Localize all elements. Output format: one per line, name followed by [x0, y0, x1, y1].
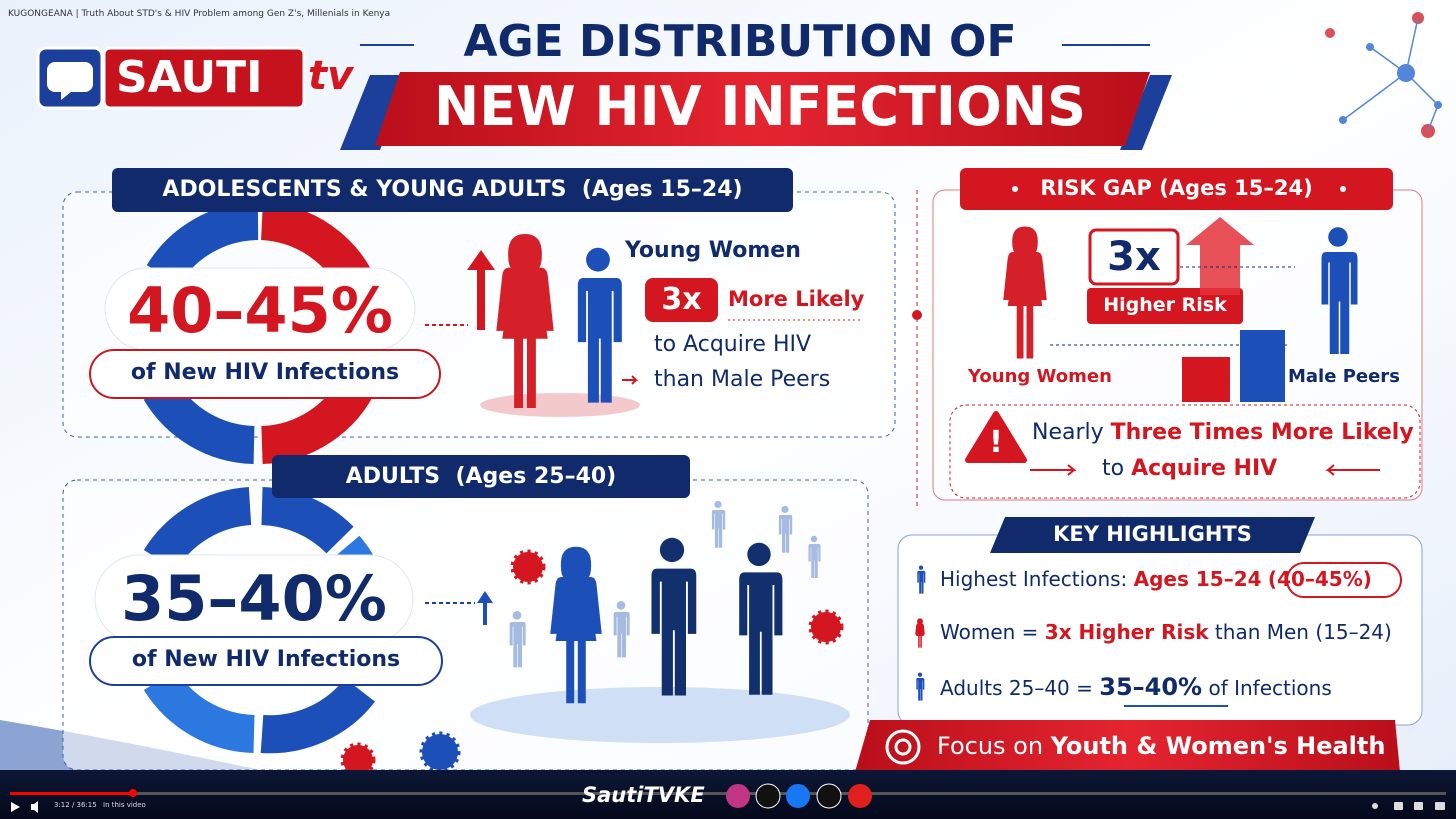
caption-pill [89, 349, 441, 399]
chapters-button[interactable]: In this video [103, 801, 146, 809]
highlight-item: Highest Infections: Ages 15–24 (40–45%) [940, 569, 1372, 589]
highlight-emphasis: Ages 15–24 [1133, 567, 1262, 591]
progress-played [10, 792, 133, 795]
youth-likely: More Likely [728, 287, 865, 311]
highlights-title: KEY HIGHLIGHTS [1053, 522, 1252, 546]
highlight-text: Highest Infections: [940, 567, 1134, 591]
volume-button[interactable] [31, 801, 38, 813]
logo-name: SAUTI [116, 52, 263, 103]
player-right-controls[interactable] [1372, 802, 1445, 810]
youth-compare: than Male Peers [654, 367, 831, 392]
risk-women: Young Women [968, 366, 1112, 387]
banner-edge [340, 75, 410, 150]
banner-edge [1120, 75, 1172, 150]
arrow [622, 375, 639, 385]
progress-handle[interactable] [129, 789, 137, 797]
logo-box [102, 46, 306, 110]
risk-multiplier: 3x [1107, 234, 1161, 280]
divider-dot [912, 310, 922, 320]
target-icon [885, 729, 921, 765]
logo-bubble [47, 62, 93, 100]
focus-emphasis: Youth & Women's Health [1050, 732, 1386, 760]
alert-line-2: to Acquire HIV [1102, 458, 1277, 480]
alert-box [949, 404, 1421, 499]
alert-emphasis: Three Times More Likely [1110, 420, 1414, 445]
target-icon [894, 738, 912, 756]
arrow-up [477, 591, 493, 625]
risk-bar-men [1240, 330, 1285, 402]
highlight-text: Women = [940, 620, 1045, 644]
focus-text: Focus on Youth & Women's Health [937, 734, 1385, 758]
highlight-text: Adults 25–40 = [940, 676, 1100, 700]
caption-pill [89, 636, 443, 686]
highlight-emphasis: 35–40% [1099, 673, 1203, 701]
alert-text: to [1102, 456, 1132, 481]
title-banner [375, 72, 1150, 146]
youth-heading: ADOLESCENTS & YOUNG ADULTS (Ages 15–24) [112, 168, 793, 212]
logo-suffix: tv [308, 53, 354, 99]
youth-multiplier: 3x [661, 282, 702, 317]
risk-header [960, 168, 1393, 210]
adults-heading: ADULTS (Ages 25–40) [272, 455, 690, 498]
bullet [1012, 186, 1018, 192]
bullet [1340, 186, 1346, 192]
highlight-text: than Men (15–24) [1208, 620, 1392, 644]
adults-share-caption: of New HIV Infections [131, 647, 401, 672]
highlight-pill [1286, 562, 1402, 598]
play-button[interactable] [11, 802, 20, 812]
risk-men: Male Peers [1288, 366, 1400, 387]
alert-line-1: Nearly Three Times More Likely [1032, 422, 1414, 444]
network-decoration [1325, 12, 1442, 138]
highlight-emphasis: (40–45%) [1267, 567, 1372, 591]
alert-emphasis: Acquire HIV [1131, 456, 1278, 481]
floor-glow [480, 393, 640, 417]
adults-share: 35–40% [121, 562, 387, 635]
warning-icon [965, 411, 1027, 463]
multiplier-box [645, 278, 718, 322]
youth-group: Young Women [625, 238, 801, 263]
highlight-text: of Infections [1202, 676, 1332, 700]
arrow-up [1186, 217, 1254, 295]
social-icons [726, 783, 872, 809]
floor-grid [470, 687, 850, 743]
title-line-1: AGE DISTRIBUTION OF [463, 16, 1017, 67]
highlight-item: Adults 25–40 = 35–40% of Infections [940, 675, 1332, 699]
highlight-emphasis: 3x Higher Risk [1044, 620, 1209, 644]
youth-share-caption: of New HIV Infections [130, 360, 400, 385]
alert-text: Nearly [1032, 420, 1111, 445]
warning-mark: ! [989, 425, 1003, 460]
highlights-header [990, 517, 1315, 553]
video-title: KUGONGEANA | Truth About STD's & HIV Pro… [8, 9, 391, 19]
title-line-2: NEW HIV INFECTIONS [434, 75, 1086, 138]
risk-heading: RISK GAP (Ages 15–24) [1040, 176, 1313, 200]
youth-acquire: to Acquire HIV [654, 332, 812, 357]
risk-bar-women [1182, 357, 1230, 402]
risk-multiplier-box [1088, 228, 1180, 286]
focus-banner [855, 720, 1400, 772]
arrow-up [467, 250, 495, 330]
arrow [1325, 464, 1380, 476]
highlight-item: Women = 3x Higher Risk than Men (15–24) [940, 622, 1392, 642]
risk-label: Higher Risk [1103, 294, 1227, 316]
channel-handle: SautiTVKE [582, 783, 705, 807]
focus-lead: Focus on [937, 732, 1051, 760]
youth-share: 40–45% [127, 274, 393, 347]
arrow [1030, 464, 1077, 476]
time-display: 3:12 / 36:15 [54, 801, 97, 809]
risk-label-box [1087, 288, 1243, 324]
